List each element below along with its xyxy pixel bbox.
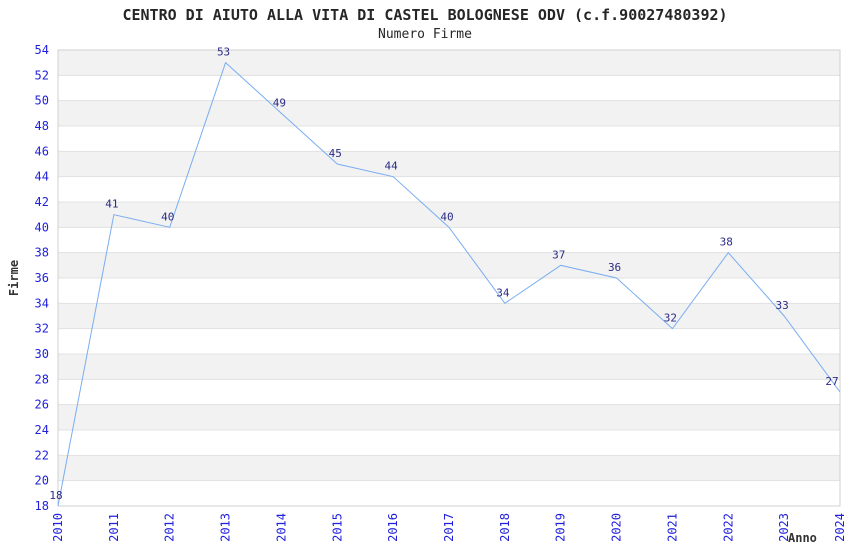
data-point-label: 37 [552,248,565,261]
data-point-label: 44 [385,160,399,173]
plot-band [58,100,840,126]
y-tick-label: 50 [35,94,49,108]
x-tick-label: 2023 [777,513,791,542]
plot-band [58,404,840,430]
y-tick-label: 42 [35,195,49,209]
plot-band [58,455,840,481]
data-point-label: 41 [105,198,118,211]
plot-band [58,252,840,278]
plot-band [58,50,840,76]
plot-band [58,151,840,177]
x-tick-label: 2012 [163,513,177,542]
data-point-label: 40 [440,210,453,223]
data-point-label: 34 [496,286,510,299]
y-tick-label: 32 [35,322,49,336]
y-tick-label: 44 [35,170,49,184]
x-tick-label: 2018 [498,513,512,542]
y-tick-label: 18 [35,499,49,513]
data-point-label: 18 [49,489,62,502]
y-tick-label: 34 [35,296,49,310]
x-tick-label: 2021 [665,513,679,542]
data-point-label: 36 [608,261,621,274]
y-tick-label: 26 [35,398,49,412]
chart-title: CENTRO DI AIUTO ALLA VITA DI CASTEL BOLO… [122,6,728,24]
x-tick-label: 2013 [219,513,233,542]
x-tick-label: 2024 [833,513,847,542]
y-tick-label: 38 [35,246,49,260]
plot-band [58,303,840,329]
x-tick-label: 2015 [330,513,344,542]
x-tick-label: 2019 [554,513,568,542]
x-tick-label: 2011 [107,513,121,542]
data-point-label: 45 [329,147,342,160]
plot-band [58,354,840,380]
y-tick-label: 28 [35,372,49,386]
x-tick-label: 2010 [51,513,65,542]
data-point-label: 40 [161,210,174,223]
data-point-label: 32 [664,312,677,325]
x-tick-label: 2017 [442,513,456,542]
x-tick-label: 2016 [386,513,400,542]
x-tick-label: 2014 [274,513,288,542]
y-tick-label: 52 [35,68,49,82]
data-point-label: 27 [825,375,838,388]
plot-band [58,202,840,228]
y-tick-label: 22 [35,448,49,462]
x-axis-label: Anno [788,531,817,545]
y-tick-label: 46 [35,144,49,158]
data-line [57,61,841,507]
plot-border [57,49,841,507]
chart-subtitle: Numero Firme [378,27,472,42]
y-tick-label: 30 [35,347,49,361]
y-tick-label: 24 [35,423,49,437]
y-tick-label: 48 [35,119,49,133]
data-point-label: 38 [720,236,733,249]
y-tick-label: 36 [35,271,49,285]
x-tick-label: 2022 [721,513,735,542]
y-tick-label: 40 [35,220,49,234]
data-point-label: 53 [217,46,230,59]
y-tick-label: 20 [35,474,49,488]
data-point-label: 33 [776,299,789,312]
data-point-label: 49 [273,96,286,109]
x-tick-label: 2020 [610,513,624,542]
y-tick-label: 54 [35,43,49,57]
